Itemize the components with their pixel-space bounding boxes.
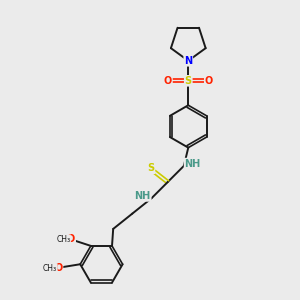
Text: NH: NH [134,191,151,201]
Text: S: S [147,163,155,173]
Text: O: O [54,263,63,273]
Text: N: N [184,56,192,66]
Text: S: S [185,76,192,86]
Text: CH₃: CH₃ [56,235,70,244]
Text: O: O [164,76,172,86]
Text: O: O [67,234,75,244]
Text: O: O [205,76,213,86]
Text: CH₃: CH₃ [43,264,57,273]
Text: NH: NH [184,158,201,169]
